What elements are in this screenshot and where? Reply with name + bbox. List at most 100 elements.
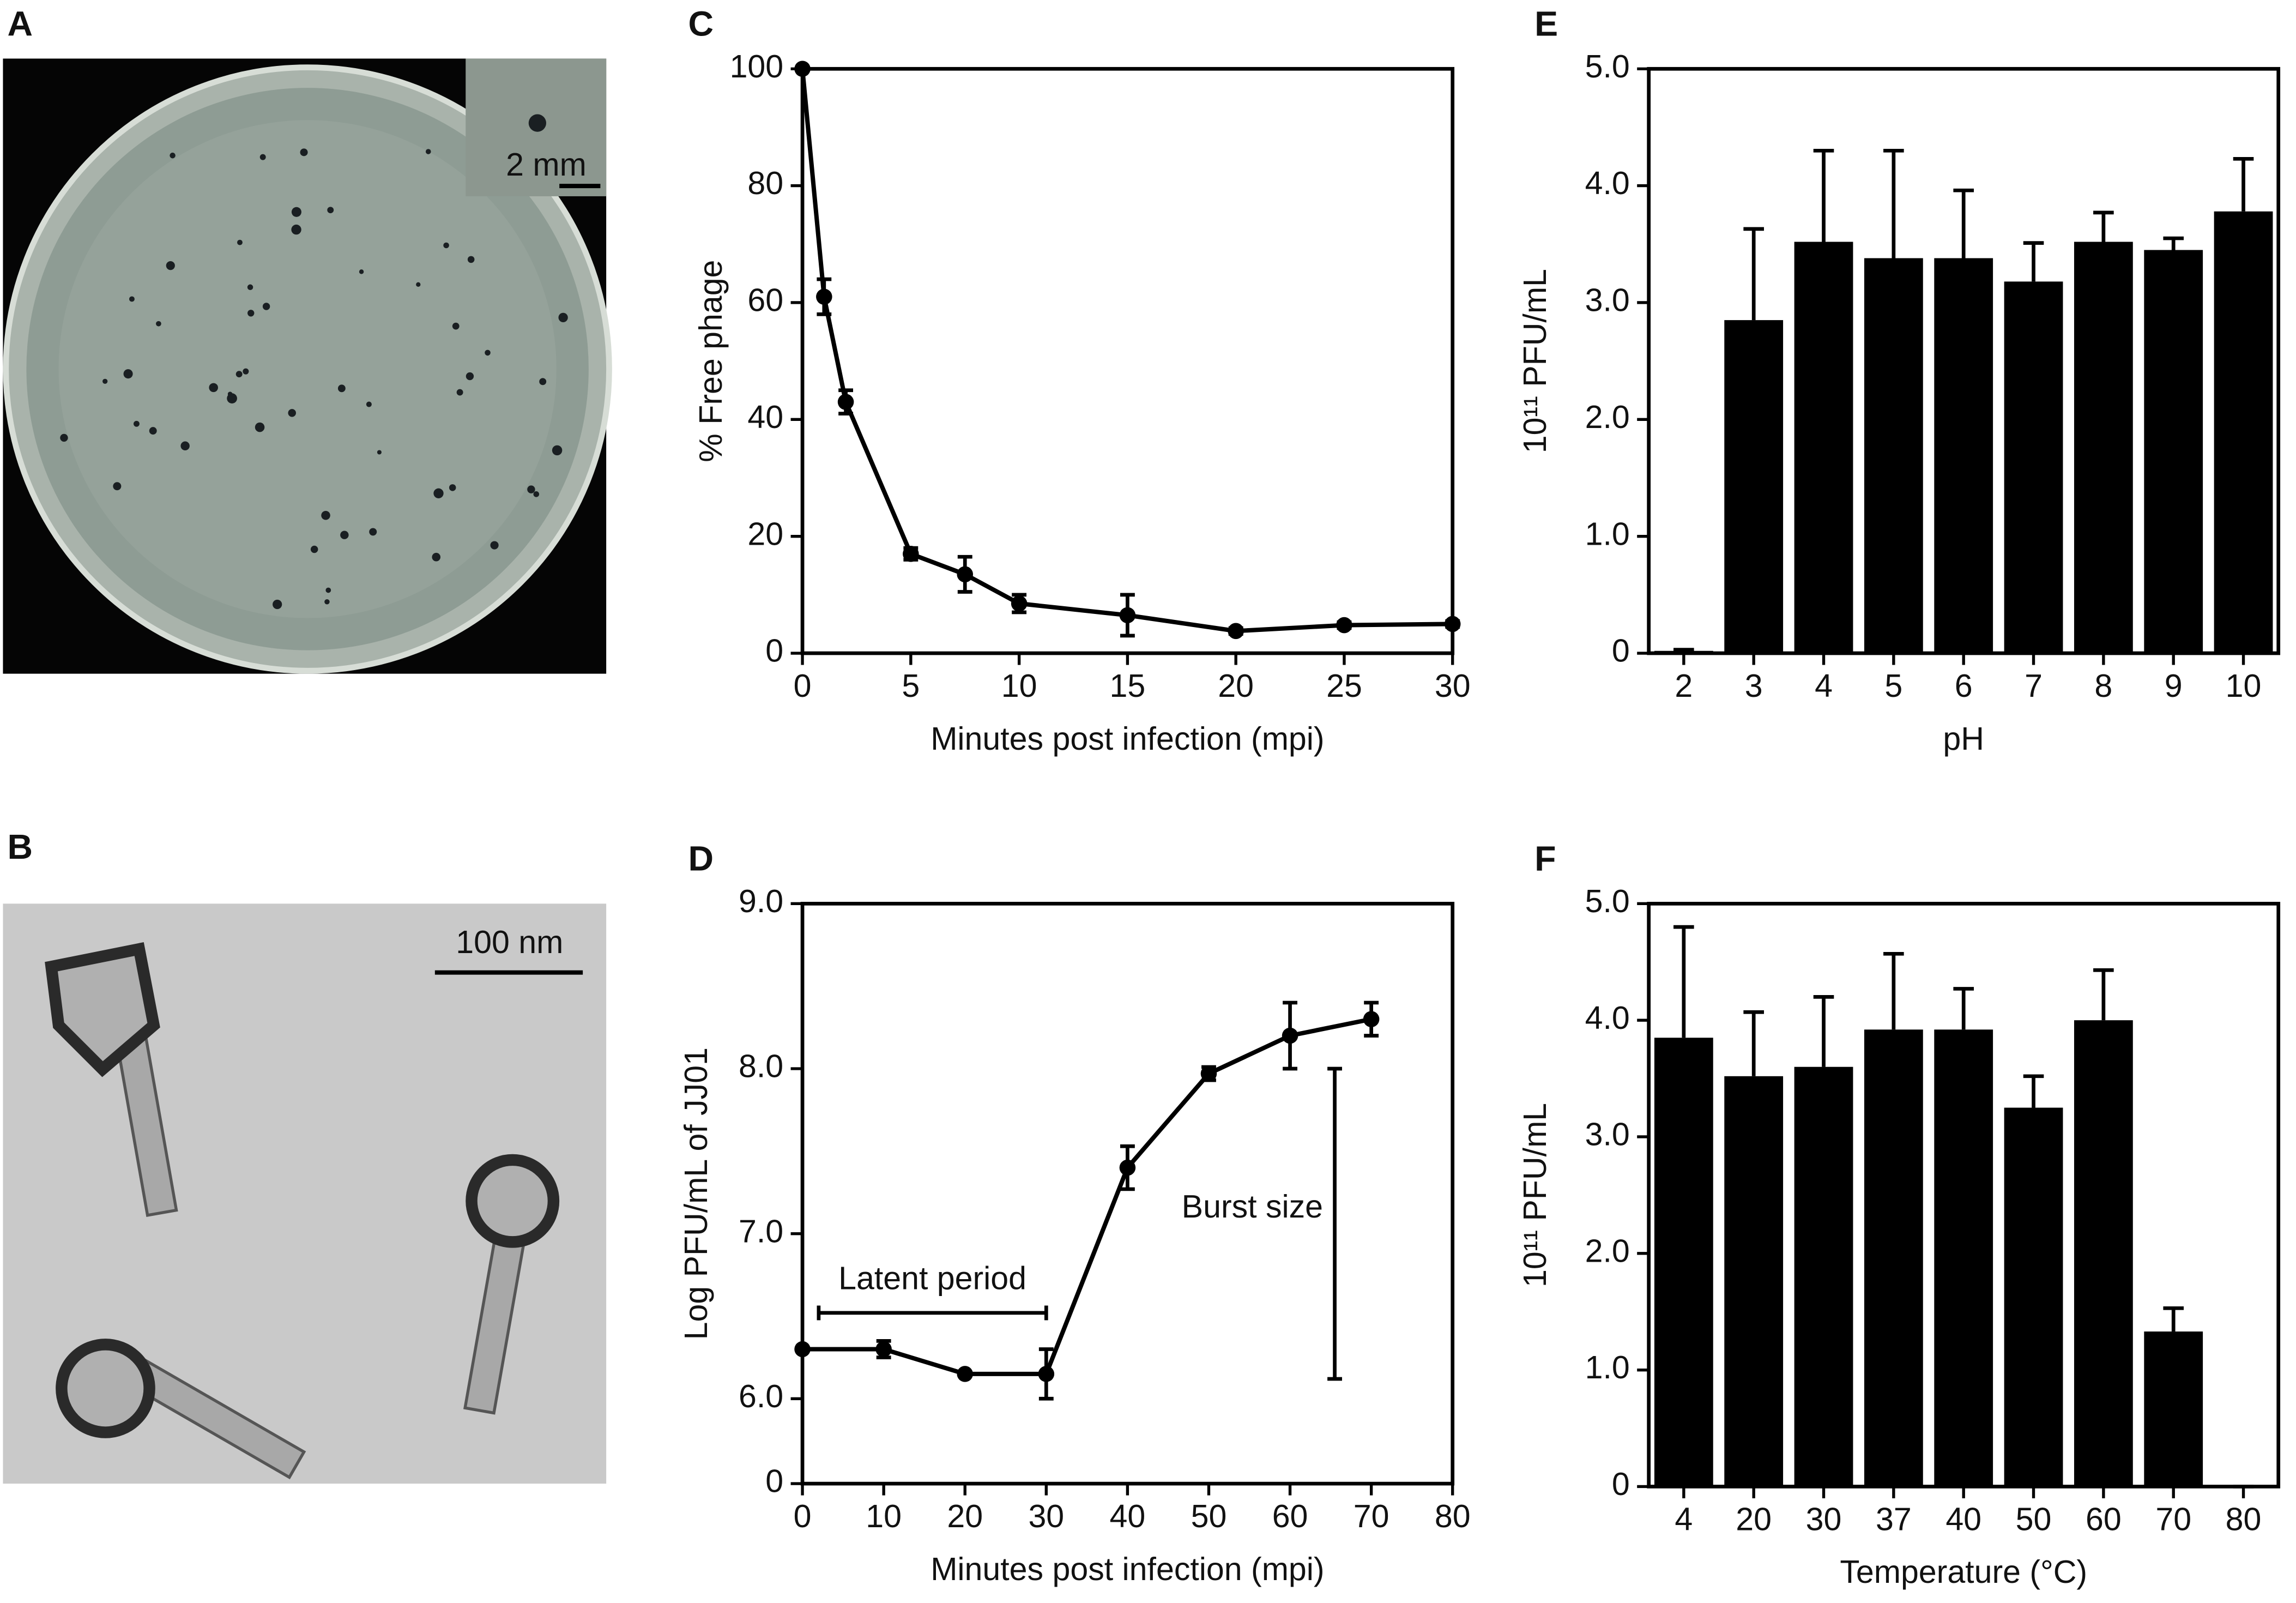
bar	[1724, 1076, 1784, 1487]
bar	[2074, 242, 2133, 654]
plaque	[467, 256, 475, 263]
panel-label: A	[7, 4, 33, 43]
plaque	[149, 427, 157, 435]
bar	[1794, 1066, 1853, 1487]
data-point	[1282, 1027, 1298, 1044]
error-bar	[2023, 241, 2044, 282]
error-bar	[2163, 1306, 2184, 1332]
plaque	[247, 284, 253, 291]
error-bar	[2093, 968, 2114, 1021]
x-tick-label: 3	[1745, 668, 1763, 704]
y-axis-label: Log PFU/mL of JJ01	[678, 1047, 714, 1340]
data-point	[1228, 623, 1244, 640]
scale-label: 2 mm	[506, 147, 587, 183]
x-tick-label: 20	[1736, 1502, 1772, 1538]
y-tick-label: 2.0	[1585, 399, 1630, 435]
bracket	[817, 1305, 1048, 1321]
plot-frame	[800, 902, 1455, 1486]
x-tick-label: 9	[2165, 668, 2183, 704]
plaque	[369, 528, 377, 536]
x-tick-label: 50	[1191, 1498, 1227, 1534]
x-tick-label: 20	[1218, 668, 1254, 704]
bar	[1934, 258, 1993, 654]
plaque	[102, 378, 108, 384]
data-point	[903, 546, 919, 562]
error-bar	[1883, 148, 1904, 258]
x-tick-label: 40	[1945, 1502, 1981, 1538]
error-bar	[1743, 227, 1764, 321]
error-bar	[1673, 648, 1694, 652]
plaque	[255, 422, 265, 432]
plaque	[310, 545, 318, 553]
y-tick-label: 40	[747, 399, 783, 435]
data-point	[1336, 617, 1352, 634]
y-axis-label: % Free phage	[693, 260, 729, 462]
plaque	[456, 389, 463, 396]
bar	[1724, 320, 1784, 654]
plaque	[321, 510, 330, 520]
plaque	[552, 445, 563, 456]
x-tick-label: 80	[1435, 1498, 1471, 1534]
error-bar	[1883, 951, 1904, 1030]
plaque	[209, 383, 218, 393]
plaque	[340, 531, 349, 539]
x-tick-label: 5	[1884, 668, 1902, 704]
plaque	[235, 371, 243, 378]
y-tick-label: 100	[730, 49, 784, 85]
bar	[1794, 242, 1853, 654]
y-tick-label: 0	[765, 633, 783, 669]
y-tick-label: 20	[747, 516, 783, 552]
data-point	[957, 566, 974, 583]
y-tick-label: 1.0	[1585, 516, 1630, 552]
x-tick-label: 60	[2086, 1502, 2122, 1538]
x-tick-label: 5	[902, 668, 920, 704]
plaque	[449, 484, 456, 491]
bar	[2144, 1331, 2203, 1487]
data-point	[957, 1366, 974, 1382]
x-axis-label: Minutes post infection (mpi)	[931, 1551, 1324, 1587]
plaque	[288, 409, 296, 417]
plaque	[558, 312, 568, 322]
error-bar	[1813, 995, 1834, 1067]
data-point	[1200, 1065, 1217, 1082]
plaque	[262, 303, 270, 310]
plaque	[527, 485, 535, 493]
y-tick-label: 0	[1612, 633, 1630, 669]
x-tick-label: 30	[1435, 668, 1471, 704]
plaque	[227, 393, 237, 404]
plaque	[273, 599, 282, 610]
bracket	[1327, 1066, 1342, 1381]
y-tick-label: 3.0	[1585, 282, 1630, 318]
error-bar	[1673, 925, 1694, 1038]
panel-label: F	[1534, 839, 1556, 878]
plaque	[533, 491, 540, 497]
y-tick-label: 60	[747, 282, 783, 318]
bar	[1864, 1029, 1923, 1487]
data-point	[1363, 1011, 1380, 1027]
plaque	[485, 349, 491, 356]
plaque	[539, 378, 547, 385]
plaque	[443, 242, 449, 249]
plaque	[166, 261, 175, 270]
plaque	[425, 149, 431, 154]
data-point	[1119, 607, 1136, 624]
annotation: Burst size	[1182, 1189, 1323, 1225]
plaque	[156, 321, 161, 327]
data-point	[1444, 616, 1461, 632]
plaque	[291, 207, 301, 217]
y-tick-label: 5.0	[1585, 49, 1630, 85]
x-tick-label: 37	[1876, 1502, 1912, 1538]
panel-label: E	[1534, 4, 1558, 43]
plaque	[259, 154, 266, 160]
plaque	[327, 207, 334, 214]
plaque	[170, 152, 176, 159]
y-tick-label: 5.0	[1585, 883, 1630, 919]
error-bar	[1813, 148, 1834, 242]
x-tick-label: 4	[1675, 1502, 1693, 1538]
y-tick-label: 7.0	[739, 1213, 783, 1249]
x-tick-label: 20	[947, 1498, 983, 1534]
plaque	[237, 239, 243, 245]
y-tick-label: 4.0	[1585, 1000, 1630, 1036]
error-bar	[1953, 987, 1974, 1030]
plaque	[60, 433, 68, 442]
